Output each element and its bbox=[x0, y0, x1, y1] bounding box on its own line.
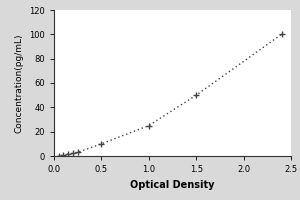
Y-axis label: Concentration(pg/mL): Concentration(pg/mL) bbox=[15, 33, 24, 133]
X-axis label: Optical Density: Optical Density bbox=[130, 180, 215, 190]
